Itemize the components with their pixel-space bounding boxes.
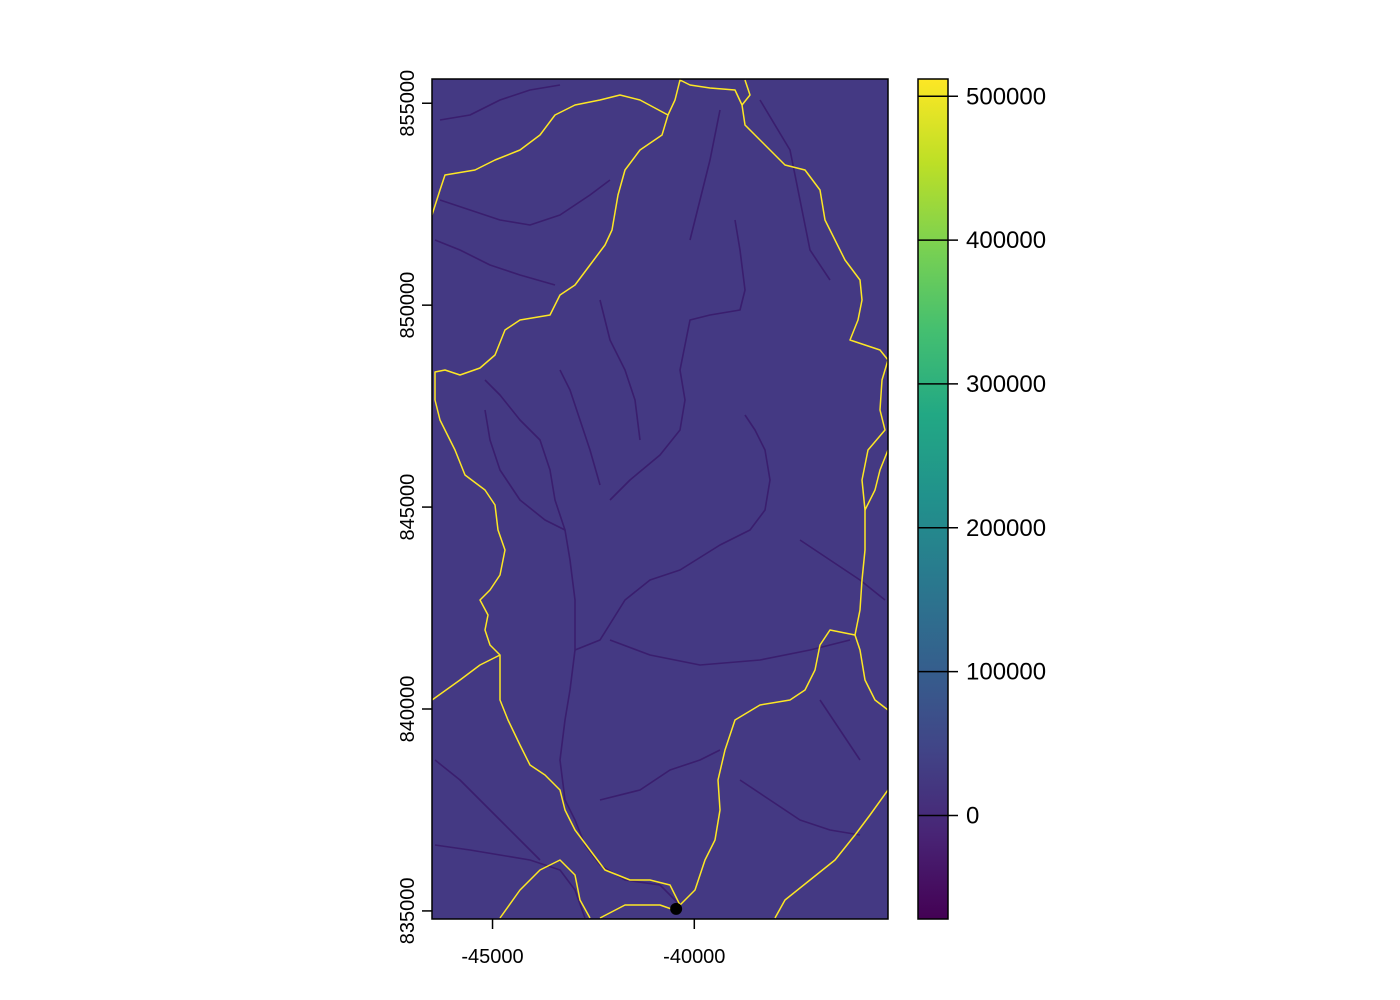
legend-ticks: 0 100000 200000 300000 400000 500000 <box>918 83 1046 829</box>
stream-outside-se <box>739 779 861 836</box>
stream-network <box>434 84 886 919</box>
stream-outside-w <box>434 239 556 286</box>
legend-tick-label: 100000 <box>966 659 1046 686</box>
y-tick-label: 840000 <box>397 676 419 743</box>
boundary-e-1 <box>854 634 888 711</box>
stream-outside-ne <box>759 99 831 281</box>
stream-outside-e <box>799 539 886 601</box>
stream-trib-east <box>574 414 771 651</box>
boundary-s-1 <box>599 904 681 919</box>
legend-tick-label: 300000 <box>966 371 1046 398</box>
watershed-boundaries <box>432 79 888 919</box>
stream-trib-west <box>484 409 566 531</box>
legend-tick-label: 400000 <box>966 227 1046 254</box>
stream-trib-center <box>599 299 641 441</box>
stream-outside-e2 <box>819 699 861 761</box>
stream-trib-se <box>599 749 721 801</box>
boundary-w-1 <box>432 654 501 701</box>
color-legend: 0 100000 200000 300000 400000 500000 <box>917 78 1046 920</box>
x-tick-label: -45000 <box>461 946 523 968</box>
outlet-point <box>670 902 683 915</box>
main-watershed-boundary <box>434 79 888 906</box>
x-tick-label: -40000 <box>663 946 725 968</box>
legend-tick-label: 0 <box>966 802 979 829</box>
raster-background <box>432 79 888 919</box>
y-tick-label: 845000 <box>397 474 419 541</box>
y-tick-label: 850000 <box>397 272 419 339</box>
boundary-e-2 <box>864 449 888 511</box>
stream-outside-sw2 <box>434 759 541 861</box>
legend-tick-label: 200000 <box>966 515 1046 542</box>
stream-outside-n <box>689 109 721 241</box>
legend-colorbar <box>918 79 948 919</box>
stream-outside-nw <box>439 84 561 121</box>
stream-trib-mid <box>609 639 851 666</box>
boundary-nw-2 <box>741 79 751 106</box>
x-axis: -45000 -40000 <box>461 919 725 968</box>
y-tick-label: 835000 <box>397 878 419 945</box>
stream-main <box>484 379 681 906</box>
legend-tick-label: 500000 <box>966 83 1046 110</box>
stream-trib-north <box>609 219 746 501</box>
boundary-nw-1 <box>432 94 669 216</box>
map-frame <box>431 78 889 920</box>
legend-frame <box>917 78 949 920</box>
boundary-se-1 <box>774 789 888 919</box>
stream-trib-northwest <box>559 369 601 486</box>
y-axis: 835000 840000 845000 850000 855000 <box>397 70 432 944</box>
y-tick-label: 855000 <box>397 70 419 137</box>
stream-outside-sw <box>434 844 586 919</box>
stream-outside-w2 <box>439 179 611 226</box>
boundary-sw-1 <box>499 859 591 919</box>
